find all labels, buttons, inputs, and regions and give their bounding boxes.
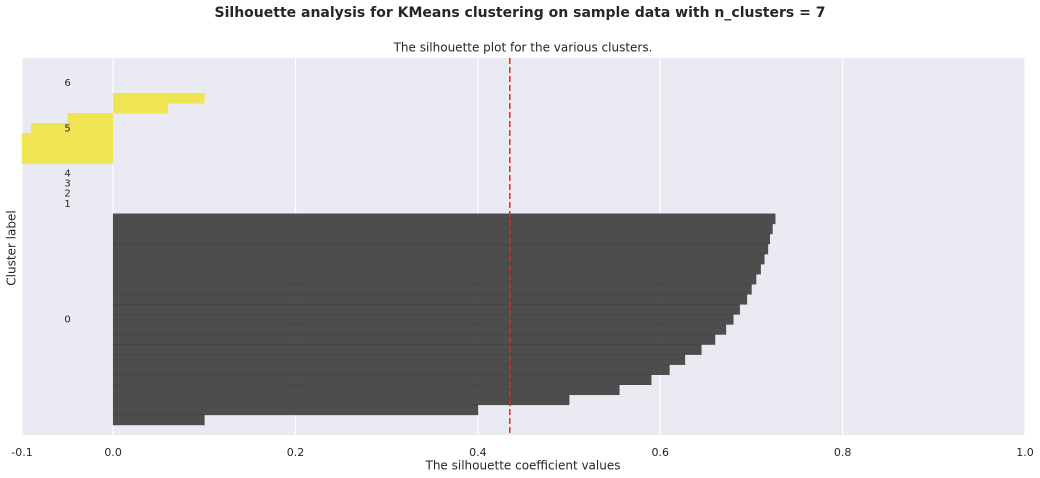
silhouette-bar [112, 394, 570, 406]
chart-title: Silhouette analysis for KMeans clusterin… [215, 5, 826, 21]
x-tick-label: 0.8 [834, 446, 852, 459]
silhouette-bar [112, 102, 169, 114]
x-tick-label: 0.6 [652, 446, 670, 459]
silhouette-bar [112, 92, 205, 104]
silhouette-bar [112, 243, 769, 255]
x-tick-label: 1.0 [1016, 446, 1034, 459]
silhouette-bar [112, 334, 716, 345]
silhouette-bar [67, 113, 114, 124]
x-tick-label: 0.4 [469, 446, 487, 459]
silhouette-bar [21, 133, 114, 144]
silhouette-bar [112, 273, 757, 285]
subtitle: The silhouette plot for the various clus… [393, 41, 653, 55]
cluster-label: 2 [64, 189, 70, 200]
silhouette-bar [112, 404, 479, 416]
silhouette-bar [112, 283, 752, 295]
x-axis-label: The silhouette coefficient values [425, 459, 621, 473]
silhouette-bar [112, 263, 761, 275]
silhouette-bar [21, 153, 114, 164]
silhouette-bar [21, 143, 114, 154]
silhouette-bar [112, 233, 770, 245]
cluster-label: 3 [64, 179, 70, 190]
silhouette-bar [112, 384, 620, 396]
silhouette-bar [112, 213, 776, 225]
cluster-label: 5 [64, 123, 70, 134]
silhouette-bar [112, 253, 765, 265]
y-axis-label: Cluster label [5, 210, 19, 285]
silhouette-bar [112, 223, 773, 235]
cluster-label: 1 [64, 199, 70, 210]
silhouette-bar [112, 314, 734, 325]
cluster-label: 0 [64, 314, 70, 325]
silhouette-bar [112, 344, 702, 355]
silhouette-bar [112, 364, 670, 375]
silhouette-bar [30, 123, 114, 134]
cluster-label: 6 [64, 78, 70, 89]
silhouette-bar [112, 304, 740, 315]
silhouette-bar [112, 374, 652, 385]
x-tick-label: 0.2 [287, 446, 305, 459]
x-tick-label: 0.0 [104, 446, 122, 459]
silhouette-bar [112, 354, 686, 365]
cluster-label: 4 [64, 169, 70, 180]
silhouette-bar [112, 414, 205, 426]
silhouette-bar [112, 294, 748, 305]
x-tick-label: -0.1 [11, 446, 32, 459]
silhouette-bar [112, 324, 727, 335]
